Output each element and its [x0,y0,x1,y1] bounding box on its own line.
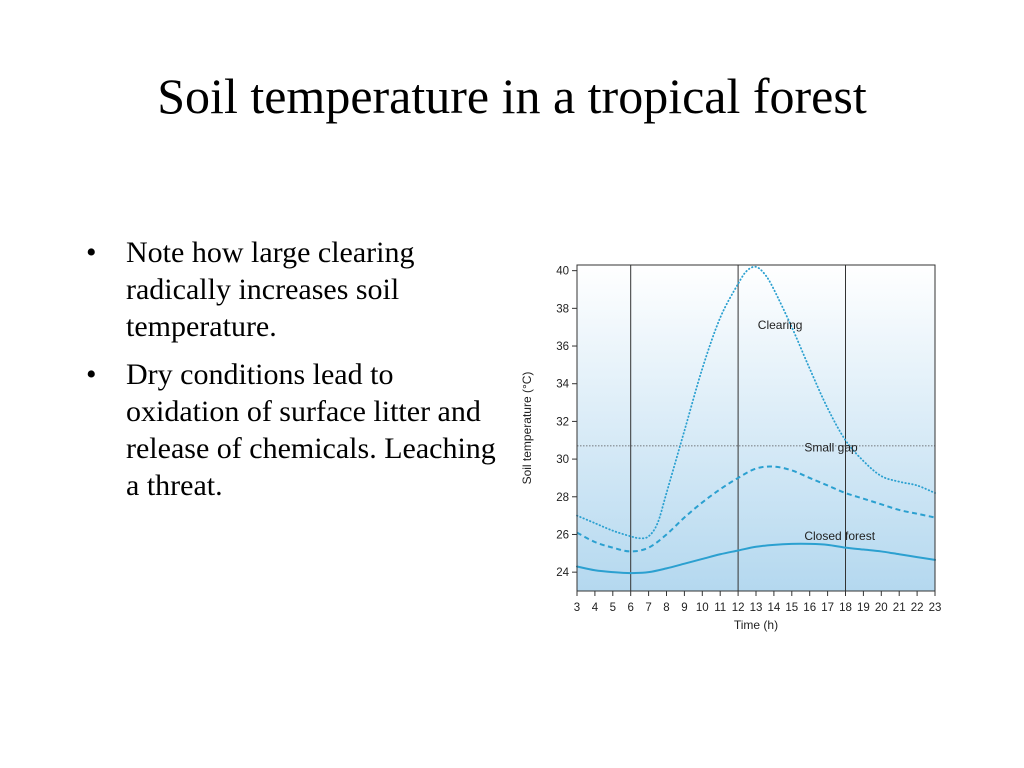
x-tick-label: 3 [574,602,580,614]
series-label-closed-forest: Closed forest [804,529,875,543]
y-tick-label: 38 [556,303,569,315]
bullet-item: • Note how large clearing radically incr… [80,234,500,345]
slide-title: Soil temperature in a tropical forest [157,68,867,124]
x-tick-label: 12 [732,602,745,614]
x-tick-label: 14 [768,602,781,614]
series-line-small-gap [576,465,936,553]
soil-temperature-chart: Clearing Small gap Closed forest 24 26 28 30 3… [515,252,955,652]
x-tick-label: 23 [929,602,942,614]
bullet-text: Note how large clearing radically increa… [126,236,415,343]
series-line-closed-forest [576,542,936,575]
x-tick-label: 22 [911,602,924,614]
x-tick-label: 7 [645,602,651,614]
x-tick-label: 5 [610,602,616,614]
x-tick-label: 10 [696,602,709,614]
x-axis-label: Time (h) [734,618,778,632]
chart-svg: Clearing Small gap Closed forest 24 26 28 30 3… [520,264,942,632]
plot-background [577,265,935,591]
bullet-item: • Dry conditions lead to oxidation of su… [80,356,500,504]
x-tick-label: 11 [714,602,726,614]
y-tick-label: 34 [556,379,569,391]
bullet-text: Dry conditions lead to oxidation of surf… [126,358,496,502]
x-tick-label: 17 [821,602,834,614]
x-tick-label: 6 [627,602,633,614]
bullet-dot-icon: • [86,236,97,269]
x-tick-label: 13 [750,602,763,614]
bullet-list: • Note how large clearing radically incr… [80,234,500,515]
y-tick-label: 36 [556,341,569,353]
x-tick-label: 16 [803,602,816,614]
x-tick-label: 19 [857,602,870,614]
x-tick-label: 20 [875,602,888,614]
y-tick-label: 30 [556,454,569,466]
y-tick-label: 32 [556,416,569,428]
x-tick-label: 15 [785,602,798,614]
y-tick-label: 26 [556,529,569,541]
bullet-dot-icon: • [86,358,97,391]
series-line-clearing [576,265,936,540]
y-tick-label: 40 [556,266,569,278]
y-tick-label: 24 [556,567,569,579]
y-axis-label: Soil temperature (°C) [520,372,534,485]
x-tick-label: 21 [893,602,906,614]
x-tick-label: 18 [839,602,852,614]
series-label-clearing: Clearing [758,318,803,332]
x-tick-label: 9 [681,602,687,614]
y-tick-label: 28 [556,492,569,504]
x-tick-label: 8 [663,602,669,614]
x-tick-label: 4 [592,602,599,614]
series-label-small-gap: Small gap [804,441,858,455]
